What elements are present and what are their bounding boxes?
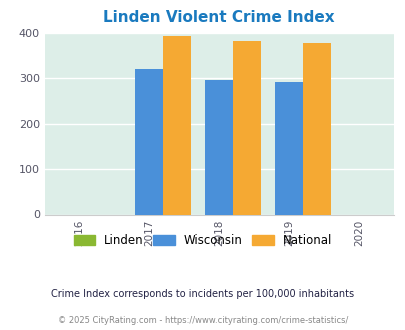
- Bar: [163, 36, 191, 214]
- Text: © 2025 CityRating.com - https://www.cityrating.com/crime-statistics/: © 2025 CityRating.com - https://www.city…: [58, 316, 347, 325]
- Bar: [205, 80, 232, 214]
- Title: Linden Violent Crime Index: Linden Violent Crime Index: [103, 10, 334, 25]
- Bar: [232, 41, 260, 214]
- Bar: [275, 82, 302, 214]
- Bar: [135, 69, 163, 214]
- Legend: Linden, Wisconsin, National: Linden, Wisconsin, National: [69, 229, 336, 251]
- Text: Crime Index corresponds to incidents per 100,000 inhabitants: Crime Index corresponds to incidents per…: [51, 289, 354, 299]
- Bar: [302, 43, 330, 214]
